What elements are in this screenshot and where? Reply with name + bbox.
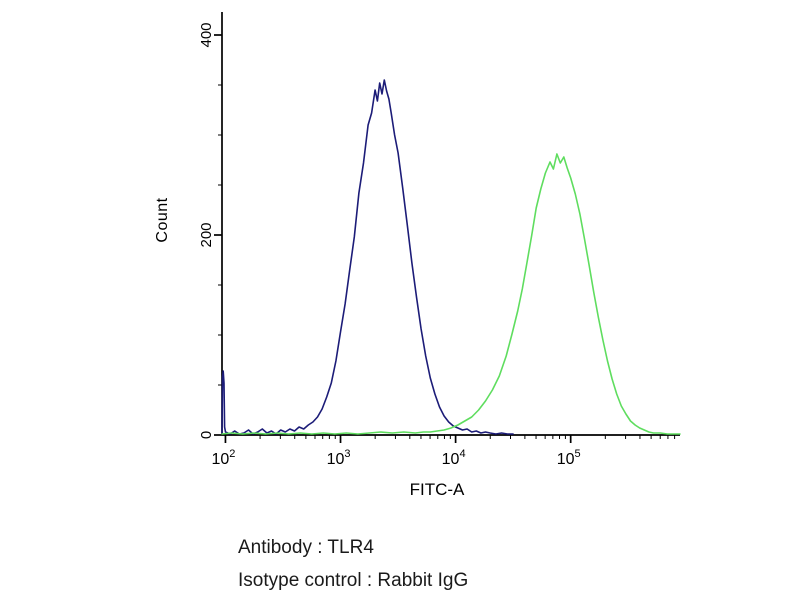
antibody-caption: Antibody : TLR4 — [238, 537, 374, 558]
x-tick-label: 104 — [442, 448, 466, 468]
x-axis-title: FITC-A — [409, 480, 465, 499]
x-tick-label: 102 — [211, 448, 235, 468]
y-axis-title: Count — [154, 197, 171, 243]
blue-peak-curve — [221, 79, 514, 435]
y-tick-label: 0 — [198, 431, 215, 439]
y-tick-label: 200 — [198, 222, 215, 247]
isotype-control-caption: Isotype control : Rabbit IgG — [238, 570, 469, 591]
y-tick-label: 400 — [198, 22, 215, 47]
green-peak-curve — [221, 153, 681, 435]
x-tick-label: 103 — [327, 448, 351, 468]
x-tick-label: 105 — [557, 448, 581, 468]
figure-captions: Antibody : TLR4 Isotype control : Rabbit… — [238, 531, 468, 597]
